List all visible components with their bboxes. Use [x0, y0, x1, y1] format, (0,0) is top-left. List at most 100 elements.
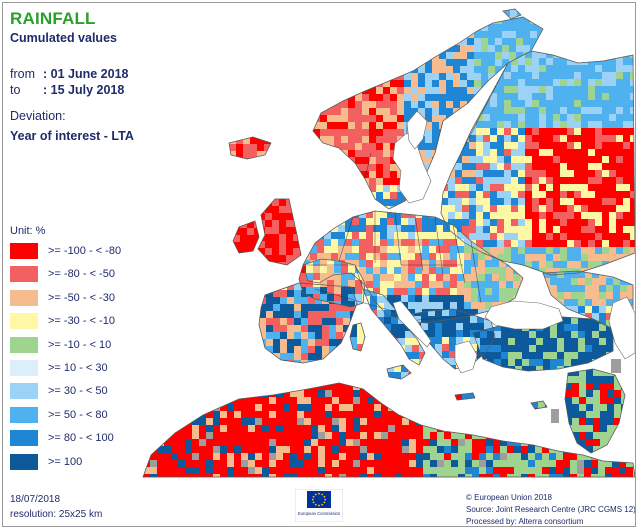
grid-cell — [609, 156, 617, 164]
grid-cell — [521, 453, 529, 461]
grid-cell — [294, 325, 302, 333]
grid-cell — [474, 66, 482, 74]
grid-cell — [430, 418, 438, 426]
grid-cell — [315, 297, 323, 305]
grid-cell — [276, 467, 284, 475]
grid-cell — [592, 278, 600, 286]
grid-cell — [293, 234, 301, 242]
grid-cell — [355, 157, 363, 165]
grid-cell — [360, 460, 368, 468]
grid-cell — [462, 205, 470, 213]
grid-cell — [432, 164, 440, 172]
grid-cell — [405, 352, 413, 360]
grid-cell — [241, 439, 249, 447]
grid-cell — [477, 316, 485, 324]
grid-cell — [532, 51, 540, 59]
grid-cell — [383, 73, 391, 81]
grid-cell — [521, 411, 529, 419]
grid-cell — [409, 432, 417, 440]
grid-cell — [443, 260, 451, 268]
grid-cell — [518, 93, 526, 101]
grid-cell — [432, 24, 440, 32]
grid-cell — [320, 73, 328, 81]
grid-cell — [595, 226, 603, 234]
grid-cell — [346, 383, 354, 391]
grid-cell — [485, 274, 493, 282]
grid-cell — [553, 79, 561, 87]
grid-cell — [227, 453, 235, 461]
grid-cell — [557, 324, 565, 332]
grid-cell — [483, 128, 491, 136]
grid-cell — [294, 346, 302, 354]
grid-cell — [367, 467, 375, 475]
grid-cell — [334, 87, 342, 95]
grid-cell — [429, 260, 437, 268]
grid-cell — [318, 460, 326, 468]
grid-cell — [588, 240, 596, 248]
grid-cell — [346, 411, 354, 419]
grid-cell — [518, 121, 526, 129]
grid-cell — [334, 280, 342, 288]
grid-cell — [476, 149, 484, 157]
grid-cell — [262, 432, 270, 440]
grid-cell — [374, 404, 382, 412]
grid-cell — [348, 164, 356, 172]
grid-cell — [563, 439, 571, 447]
grid-cell — [441, 198, 449, 206]
grid-cell — [623, 212, 631, 220]
grid-cell — [490, 114, 498, 122]
grid-cell — [614, 418, 622, 426]
grid-cell — [320, 38, 328, 46]
grid-cell — [453, 101, 461, 109]
grid-cell — [504, 247, 512, 255]
grid-cell — [616, 79, 624, 87]
grid-cell — [362, 38, 370, 46]
grid-cell — [532, 135, 540, 143]
grid-cell — [453, 59, 461, 67]
grid-cell — [367, 446, 375, 454]
grid-cell — [157, 474, 165, 477]
grid-cell — [578, 345, 586, 353]
grid-cell — [432, 206, 440, 209]
grid-cell — [567, 65, 575, 73]
grid-cell — [185, 453, 193, 461]
grid-cell — [595, 114, 603, 122]
grid-cell — [612, 460, 620, 468]
grid-cell — [157, 432, 165, 440]
grid-cell — [574, 65, 582, 73]
grid-cell — [588, 170, 596, 178]
grid-cell — [308, 318, 316, 326]
grid-cell — [360, 432, 368, 440]
grid-cell — [383, 87, 391, 95]
grid-cell — [315, 353, 323, 361]
grid-cell — [581, 100, 589, 108]
grid-cell — [395, 432, 403, 440]
grid-cell — [497, 128, 505, 136]
grid-cell — [339, 432, 347, 440]
grid-cell — [376, 45, 384, 53]
grid-cell — [549, 467, 557, 475]
grid-cell — [500, 404, 508, 412]
grid-cell — [390, 31, 398, 39]
grid-cell — [357, 337, 365, 345]
grid-cell — [539, 65, 547, 73]
grid-cell — [313, 280, 321, 288]
grid-cell — [539, 247, 547, 255]
grid-cell — [339, 397, 347, 405]
grid-cell — [259, 290, 267, 298]
grid-cell — [240, 221, 248, 229]
grid-cell — [387, 274, 395, 282]
grid-cell — [560, 247, 568, 255]
grid-cell — [425, 24, 433, 32]
grid-cell — [241, 411, 249, 419]
grid-cell — [327, 206, 335, 209]
grid-cell — [572, 390, 580, 398]
grid-cell — [362, 129, 370, 137]
grid-cell — [327, 192, 335, 200]
grid-cell — [592, 345, 600, 353]
grid-cell — [581, 114, 589, 122]
grid-cell — [366, 260, 374, 268]
grid-cell — [346, 474, 354, 477]
grid-cell — [290, 397, 298, 405]
legend-label: >= 10 - < 30 — [48, 361, 108, 374]
